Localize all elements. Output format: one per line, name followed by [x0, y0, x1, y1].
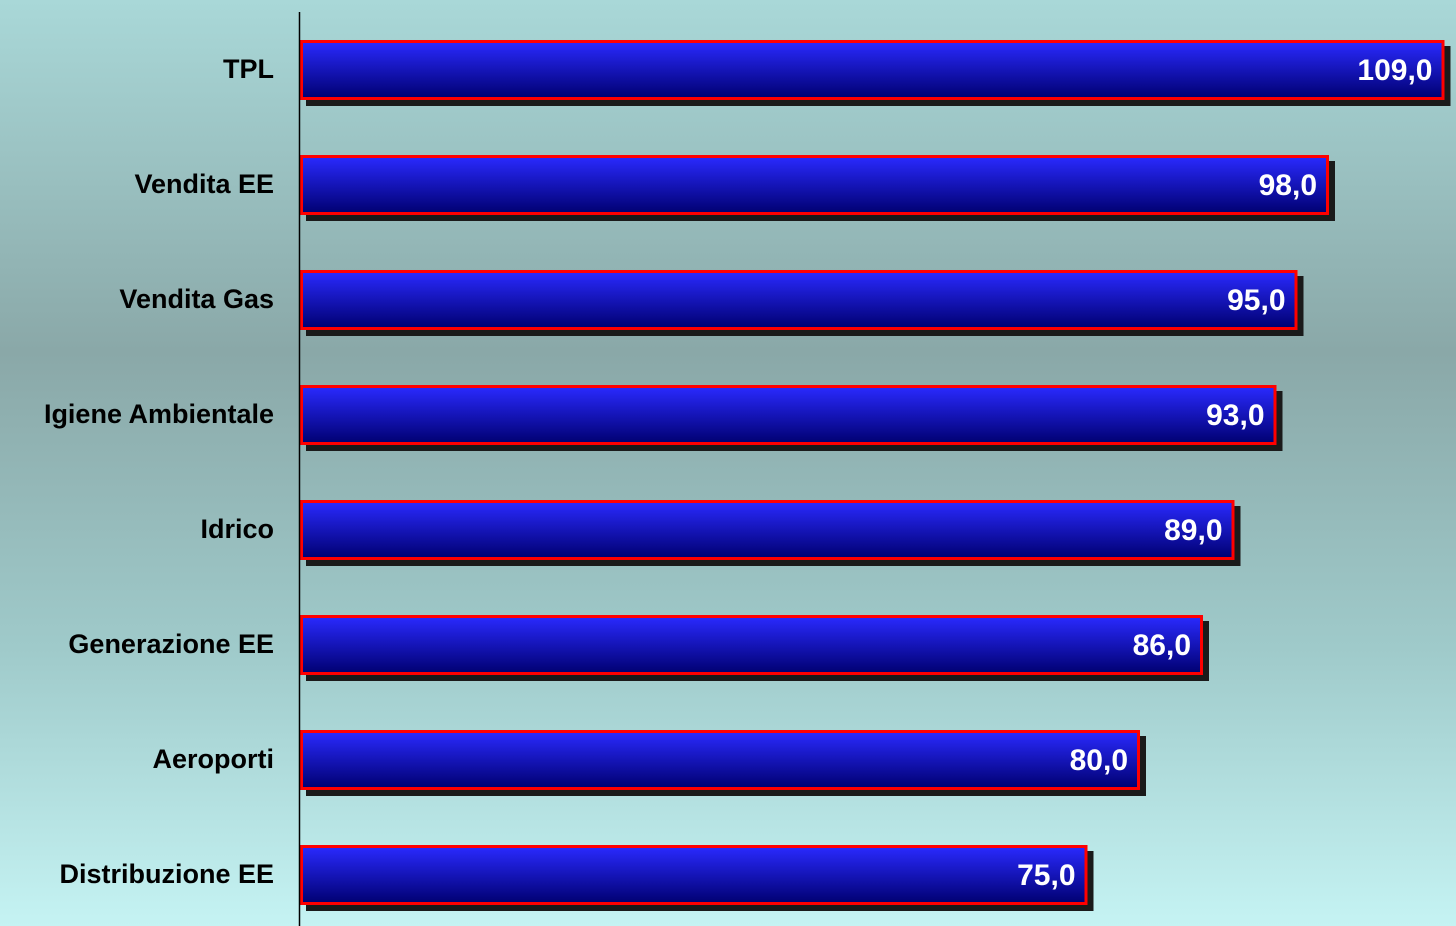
bars-layer: TPL 109,0 Vendita EE 98,0 Vendita Gas 95,0 Igi…: [44, 40, 1451, 911]
bar: [300, 385, 1277, 445]
category-label: TPL: [223, 54, 274, 84]
category-label: Vendita Gas: [119, 284, 274, 314]
bar: [300, 500, 1235, 560]
category-label: Aeroporti: [153, 744, 275, 774]
bar: [300, 155, 1329, 215]
bar: [300, 845, 1088, 905]
value-label: 86,0: [1133, 629, 1191, 662]
bar-group: Igiene Ambientale 93,0: [44, 385, 1283, 451]
bar: [300, 615, 1203, 675]
value-label: 75,0: [1017, 859, 1075, 892]
category-label: Idrico: [200, 514, 274, 544]
value-label: 109,0: [1357, 54, 1432, 87]
category-label: Igiene Ambientale: [44, 399, 274, 429]
category-label: Vendita EE: [134, 169, 274, 199]
category-label: Generazione EE: [68, 629, 274, 659]
bar: [300, 730, 1140, 790]
value-label: 98,0: [1259, 169, 1317, 202]
bar: [300, 270, 1298, 330]
value-label: 95,0: [1227, 284, 1285, 317]
bar: [300, 40, 1445, 100]
bar-group: Vendita EE 98,0: [134, 155, 1335, 221]
bar-group: Distribuzione EE 75,0: [59, 845, 1094, 911]
bar-group: TPL 109,0: [223, 40, 1451, 106]
bar-group: Idrico 89,0: [200, 500, 1241, 566]
bar-group: Generazione EE 86,0: [68, 615, 1209, 681]
bar-group: Aeroporti 80,0: [153, 730, 1146, 796]
bar-group: Vendita Gas 95,0: [119, 270, 1304, 336]
value-label: 80,0: [1070, 744, 1128, 777]
value-label: 93,0: [1206, 399, 1264, 432]
category-label: Distribuzione EE: [59, 859, 274, 889]
value-label: 89,0: [1164, 514, 1222, 547]
